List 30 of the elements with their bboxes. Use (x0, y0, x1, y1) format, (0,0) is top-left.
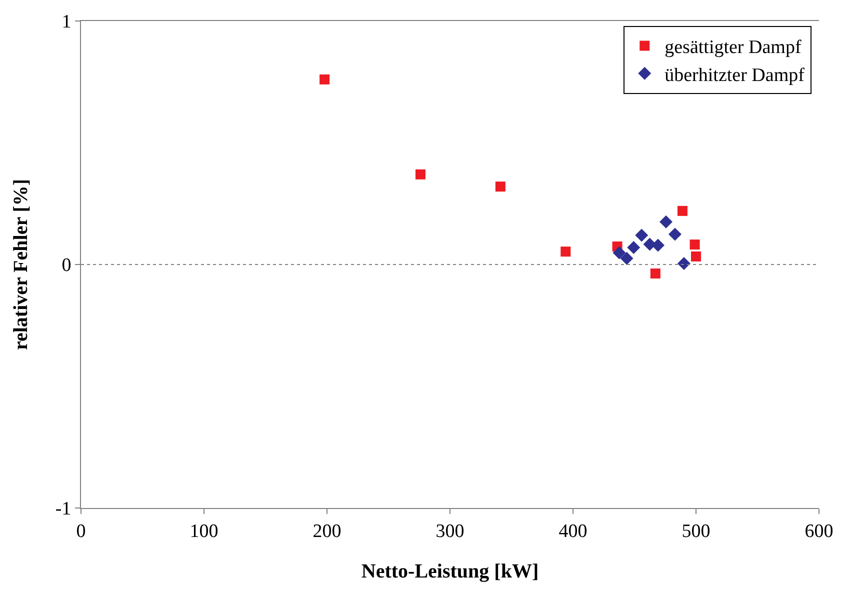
point (495, 182, 506, 192)
point (627, 240, 640, 254)
x-tick-label: 300 (436, 520, 464, 542)
x-tick-label: 100 (190, 520, 218, 542)
point (659, 215, 672, 228)
point (415, 169, 426, 180)
y-tick-label: -1 (55, 498, 72, 520)
point (620, 252, 634, 265)
point (612, 246, 626, 260)
legend-label: überhitzter Dampf (664, 64, 806, 86)
y-tick-label: 1 (62, 12, 72, 33)
y-axis-title: relativer Fehler [%] (10, 178, 32, 350)
x-axis-title: Netto-Leistung [kW] (361, 560, 539, 582)
point (560, 246, 571, 257)
point (690, 240, 700, 250)
x-tick-label: 200 (312, 520, 342, 542)
x-tick-label: 400 (558, 520, 588, 542)
x-tick-label: 0 (76, 520, 86, 542)
point (668, 228, 682, 241)
point (651, 238, 664, 252)
point (677, 206, 688, 216)
point (635, 228, 648, 242)
point (691, 251, 701, 262)
x-tick-label: 500 (682, 520, 710, 542)
point (320, 74, 330, 84)
y-tick-label: 0 (62, 255, 72, 276)
point (650, 268, 660, 279)
legend-label: gesättigter Dampf (664, 37, 802, 58)
x-tick-label: 600 (804, 520, 834, 542)
point (677, 257, 690, 270)
